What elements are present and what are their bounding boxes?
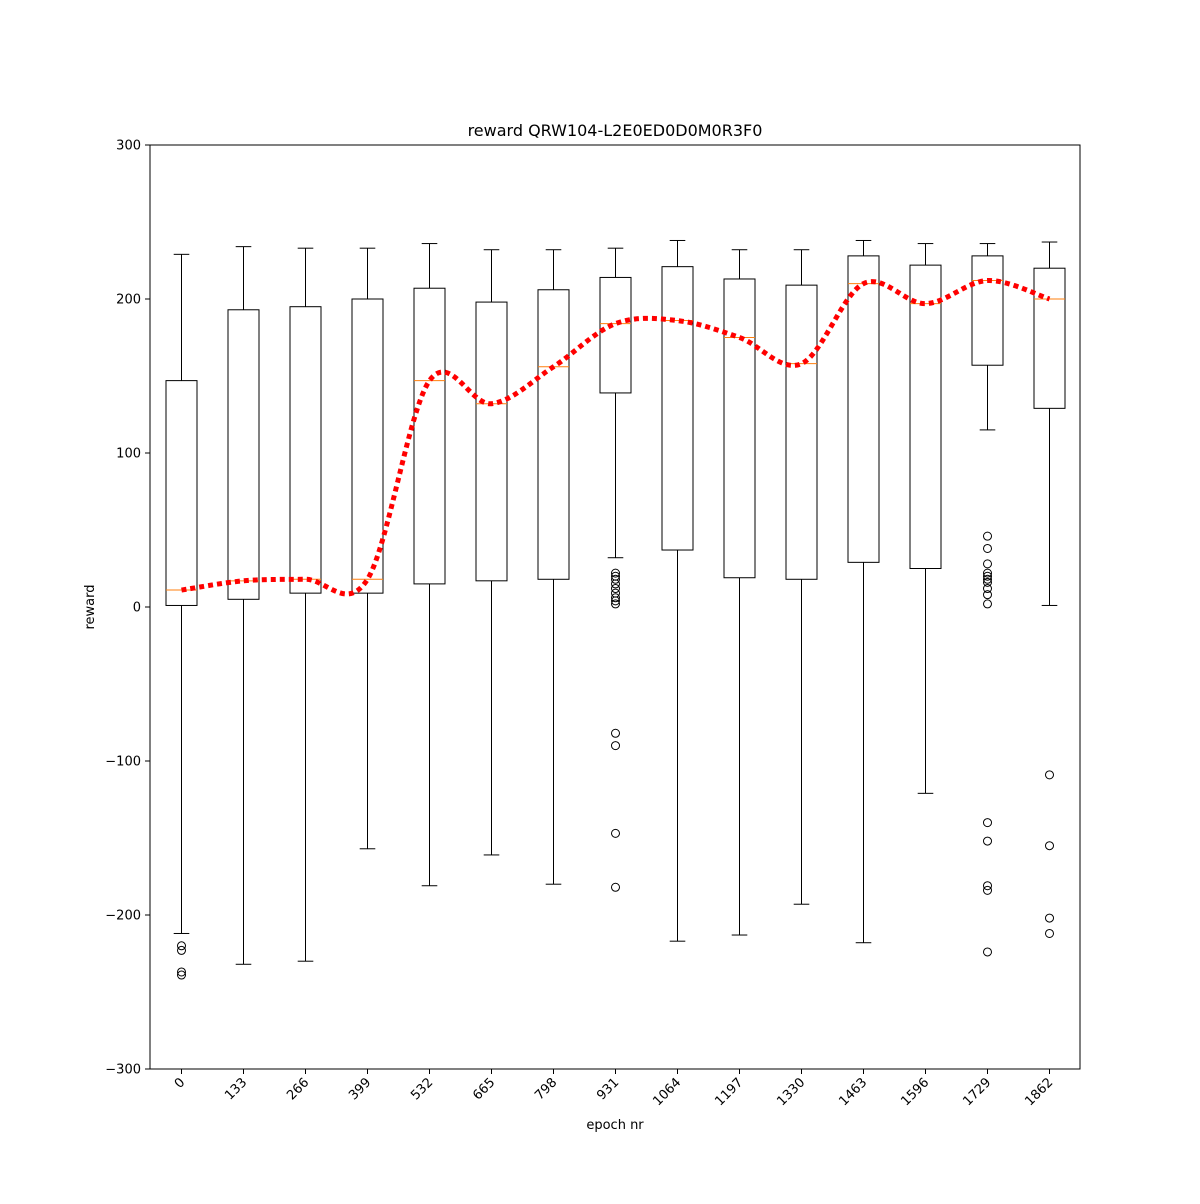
box-1064 [661,239,694,942]
outlier-point [1045,928,1054,938]
outlier-point [611,596,620,606]
y-tick-label: 200 [116,293,141,308]
box-532 [413,243,446,887]
outlier-point [1045,841,1054,851]
outlier-point [1045,913,1054,923]
iqr-box [475,301,508,582]
outlier-point [983,543,992,553]
box-133 [227,246,260,965]
box-665 [475,249,508,856]
iqr-box [661,266,694,551]
outlier-point [611,828,620,838]
box-1330 [785,249,818,905]
outlier-point [983,881,992,891]
outlier-point [611,579,620,589]
x-axis-label: epoch nr [586,1118,644,1133]
outlier-point [611,568,620,578]
iqr-box [165,380,198,606]
outlier-point [611,584,620,594]
outlier-point [177,945,186,955]
iqr-box [909,264,942,569]
outlier-point [177,970,186,980]
iqr-box [289,306,322,594]
box-399 [351,247,384,850]
box-1862 [1033,241,1066,938]
y-tick-label: 0 [133,601,141,616]
outlier-point [983,568,992,578]
y-axis: −300 −200 −100 0 100 200 300 [105,139,150,1078]
outlier-point [983,885,992,895]
y-tick-label: 300 [116,139,141,154]
outlier-point [611,741,620,751]
outlier-point [983,947,992,957]
iqr-box [785,284,818,580]
y-tick-label: 100 [116,447,141,462]
outlier-point [611,593,620,603]
box-0 [165,253,198,980]
iqr-box [599,276,632,394]
outlier-point [177,941,186,951]
iqr-box [227,309,260,600]
iqr-box [413,287,446,585]
y-tick-label: −200 [105,909,141,924]
outlier-point [983,584,992,594]
outlier-point [611,882,620,892]
outlier-point [611,574,620,584]
iqr-box [1033,267,1066,409]
outlier-point [983,531,992,541]
box-931 [599,247,632,892]
outlier-point [177,967,186,977]
outlier-point [983,574,992,584]
outlier-point [983,599,992,609]
y-axis-label: reward [83,584,98,629]
outlier-point [983,818,992,828]
y-tick-label: −300 [105,1063,141,1078]
outlier-point [983,571,992,581]
outlier-point [611,728,620,738]
iqr-box [847,255,880,563]
plot-layer [165,239,1066,980]
trend-line [181,278,1051,597]
box-266 [289,247,322,962]
chart-title: reward QRW104-L2E0ED0D0M0R3F0 [468,121,763,140]
outlier-point [983,577,992,587]
y-tick-label: −100 [105,755,141,770]
iqr-box [537,289,570,580]
iqr-box [971,255,1004,366]
outlier-point [1045,770,1054,780]
outlier-point [611,599,620,609]
iqr-box [351,298,384,594]
outlier-point [983,836,992,846]
iqr-box [723,278,756,579]
box-1197 [723,249,756,936]
box-798 [537,249,570,885]
outlier-point [983,559,992,569]
outlier-point [983,590,992,600]
